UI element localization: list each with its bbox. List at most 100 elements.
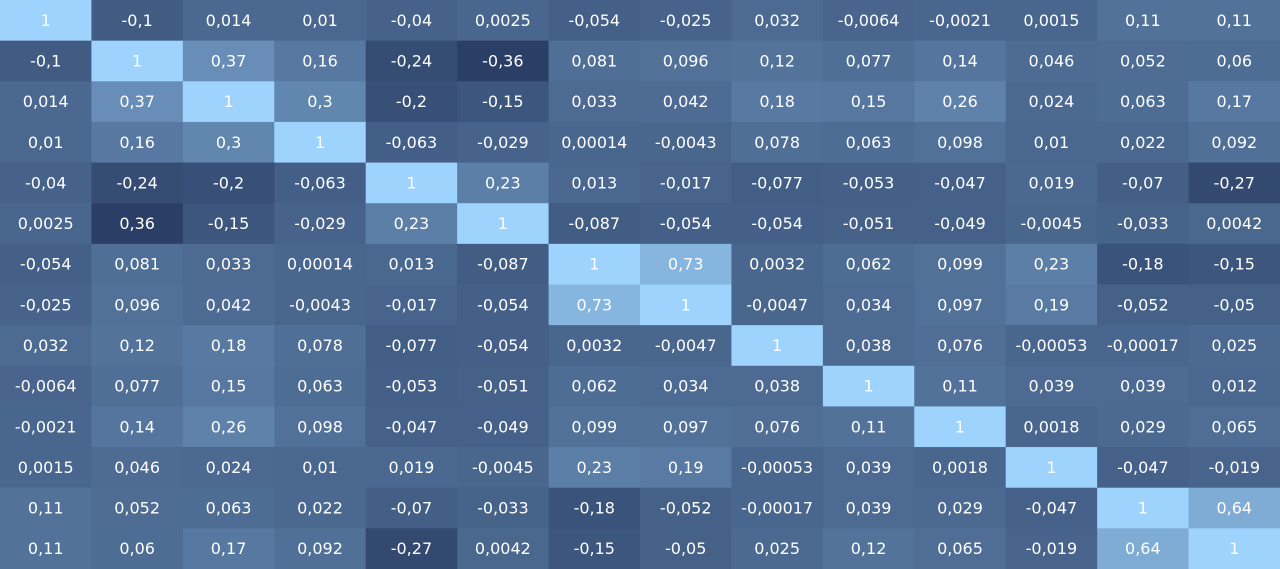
heatmap-cell <box>182 203 275 245</box>
heatmap-cell <box>274 0 367 42</box>
heatmap-cell <box>914 284 1007 326</box>
heatmap-cell <box>1005 365 1098 408</box>
heatmap-cell <box>914 243 1007 286</box>
heatmap-cell <box>914 162 1007 204</box>
heatmap-cell-label: 0,022 <box>297 499 343 518</box>
heatmap-cell-label: 0,15 <box>211 377 247 396</box>
heatmap-cell <box>548 325 641 367</box>
heatmap-cell <box>1188 121 1280 164</box>
heatmap-cell <box>914 325 1007 367</box>
heatmap-cell <box>91 325 184 367</box>
heatmap-cell <box>914 203 1007 245</box>
heatmap-cell-label: -0,049 <box>934 214 986 233</box>
heatmap-cell-label: 0,0032 <box>566 336 622 355</box>
heatmap-cell <box>731 284 824 326</box>
heatmap-cell <box>1097 40 1190 82</box>
heatmap-cell-label: -0,054 <box>751 214 803 233</box>
heatmap-cell-label: -0,2 <box>396 92 427 111</box>
heatmap-cell-label: 0,024 <box>206 458 252 477</box>
heatmap-cell-label: 0,01 <box>1034 133 1070 152</box>
heatmap-cell <box>0 162 93 204</box>
heatmap-cell-label: 0,013 <box>571 173 617 192</box>
heatmap-cell <box>1188 81 1280 123</box>
heatmap-cell-label: -0,033 <box>1117 214 1169 233</box>
heatmap-cell-label: -0,0064 <box>838 11 900 30</box>
heatmap-cell <box>91 284 184 326</box>
heatmap-cell <box>365 325 458 367</box>
heatmap-cell <box>182 81 275 123</box>
heatmap-cell-label: 1 <box>863 377 873 396</box>
heatmap-cell-label: 0,01 <box>302 458 338 477</box>
heatmap-cell <box>274 162 367 204</box>
heatmap-cell-label: 0,019 <box>1029 173 1075 192</box>
heatmap-cell <box>822 243 915 286</box>
heatmap-cell <box>0 40 93 82</box>
heatmap-cell <box>1005 243 1098 286</box>
heatmap-cell <box>274 121 367 164</box>
heatmap-cell-label: 0,73 <box>576 295 612 314</box>
heatmap-cell-label: -0,052 <box>660 499 712 518</box>
heatmap-cell <box>731 0 824 42</box>
heatmap-cell-label: 0,23 <box>1034 255 1070 274</box>
heatmap-cell <box>457 81 550 123</box>
heatmap-cell <box>640 528 733 569</box>
heatmap-cell <box>1005 325 1098 367</box>
heatmap-cell <box>0 0 93 42</box>
heatmap-cell <box>0 406 93 448</box>
heatmap-cell <box>548 162 641 204</box>
heatmap-cell <box>822 528 915 569</box>
heatmap-cell <box>365 203 458 245</box>
heatmap-cell-label: 0,16 <box>302 51 338 70</box>
heatmap-cell-label: 0,065 <box>937 539 983 558</box>
heatmap-cell <box>1097 528 1190 569</box>
heatmap-cell-label: -0,025 <box>20 295 72 314</box>
heatmap-cell-label: 0,078 <box>754 133 800 152</box>
heatmap-cell-label: -0,051 <box>477 377 529 396</box>
heatmap-cell-label: 0,077 <box>114 377 160 396</box>
heatmap-cell-label: -0,052 <box>1117 295 1169 314</box>
heatmap-cell <box>91 121 184 164</box>
heatmap-cell-label: 0,039 <box>1029 377 1075 396</box>
heatmap-cell-label: 0,029 <box>1120 417 1166 436</box>
heatmap-cell <box>457 365 550 408</box>
heatmap-cell <box>548 406 641 448</box>
heatmap-cell-label: -0,054 <box>660 214 712 233</box>
heatmap-cell <box>0 325 93 367</box>
heatmap-cell <box>1005 528 1098 569</box>
heatmap-cell-label: 0,042 <box>663 92 709 111</box>
heatmap-cell-label: 0,098 <box>937 133 983 152</box>
heatmap-cell-label: 0,18 <box>759 92 795 111</box>
heatmap-cell <box>548 81 641 123</box>
heatmap-cell-label: -0,047 <box>1117 458 1169 477</box>
heatmap-cell <box>182 406 275 448</box>
heatmap-cell <box>1188 447 1280 489</box>
heatmap-cell <box>640 40 733 82</box>
heatmap-cell <box>274 325 367 367</box>
heatmap-cell-label: 0,0025 <box>475 11 531 30</box>
heatmap-cell <box>1188 284 1280 326</box>
heatmap-cell <box>731 447 824 489</box>
heatmap-cell <box>274 528 367 569</box>
heatmap-cell <box>182 0 275 42</box>
heatmap-cell-label: 0,11 <box>1216 11 1252 30</box>
heatmap-cell <box>182 40 275 82</box>
heatmap-cell <box>1005 406 1098 448</box>
heatmap-cell <box>91 40 184 82</box>
heatmap-cell-label: -0,051 <box>843 214 895 233</box>
heatmap-cell-label: 0,081 <box>114 255 160 274</box>
heatmap-cell <box>1188 203 1280 245</box>
heatmap-cell <box>457 528 550 569</box>
heatmap-cell-label: 0,092 <box>1211 133 1257 152</box>
heatmap-cell <box>914 0 1007 42</box>
heatmap-cell <box>91 487 184 529</box>
heatmap-cell-label: 0,0018 <box>932 458 988 477</box>
heatmap-cell-label: 0,12 <box>851 539 887 558</box>
heatmap-cell <box>822 365 915 408</box>
heatmap-cell-label: -0,18 <box>574 499 615 518</box>
heatmap-cell-label: -0,029 <box>477 133 529 152</box>
heatmap-cell <box>731 528 824 569</box>
heatmap-cell <box>274 243 367 286</box>
heatmap-cell <box>1188 487 1280 529</box>
heatmap-cell <box>1097 365 1190 408</box>
heatmap-cell <box>457 243 550 286</box>
